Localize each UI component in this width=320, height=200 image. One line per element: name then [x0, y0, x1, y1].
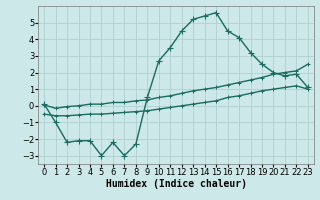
X-axis label: Humidex (Indice chaleur): Humidex (Indice chaleur) [106, 179, 246, 189]
